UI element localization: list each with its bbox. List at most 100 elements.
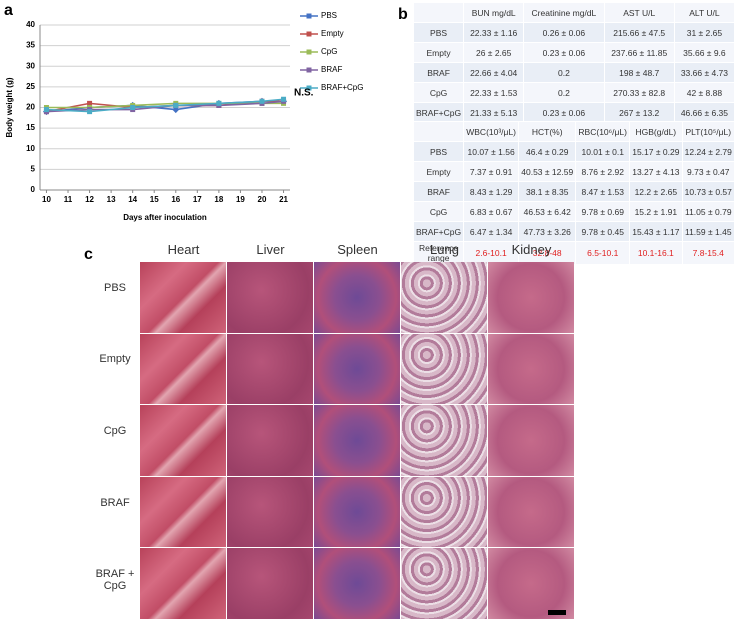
histology-image	[314, 548, 400, 619]
table-cell: BRAF	[412, 62, 465, 83]
histology-image	[401, 405, 487, 476]
marker	[43, 107, 49, 113]
histology-image	[314, 262, 400, 333]
y-tick-label: 35	[26, 41, 35, 50]
legend-label: BRAF	[321, 65, 342, 74]
table-cell: 270.33 ± 82.8	[603, 82, 675, 103]
histology-image	[140, 405, 226, 476]
table-cell: 6.47 ± 1.34	[463, 221, 520, 242]
table: WBC(10³/μL) HCT(%) RBC(10⁶/μL) HGB(g/dL) PLT…	[412, 121, 736, 265]
table-cell: BRAF+CpG	[412, 221, 465, 242]
table-cell: Creatinine mg/dL	[523, 2, 605, 23]
table-cell: 267 ± 13.2	[603, 102, 675, 123]
x-tick-label: 10	[42, 195, 51, 204]
table-cell: PBS	[412, 141, 465, 162]
table-cell: 0.26 ± 0.06	[523, 22, 605, 43]
table-cell: Empty	[412, 161, 465, 182]
table-cell: 0.2	[523, 62, 605, 83]
histology-image	[227, 333, 313, 405]
table-cell: 46.66 ± 6.35	[673, 102, 736, 123]
y-tick-label: 5	[31, 164, 36, 173]
y-tick-label: 0	[31, 185, 36, 194]
legend-label: Empty	[321, 29, 344, 38]
table-cell: 9.78 ± 0.45	[575, 221, 631, 242]
table-cell: 47.73 ± 3.26	[518, 221, 577, 242]
histology-image	[227, 262, 313, 333]
x-axis-label: Days after inoculation	[123, 213, 207, 222]
table-cell: 11.59 ± 1.45	[681, 221, 736, 242]
table-cell: 11.05 ± 0.79	[681, 201, 736, 222]
table-cell: 7.37 ± 0.91	[463, 161, 520, 182]
table-cell: PLT(10⁵/μL)	[681, 121, 736, 142]
table-cell: 26 ± 2.65	[463, 42, 525, 63]
table-cell: 13.27 ± 4.13	[629, 161, 683, 182]
row-label: BRAF + CpG	[95, 568, 135, 593]
panel-label: c	[84, 246, 93, 263]
column-label: Kidney	[511, 242, 552, 257]
row-label: BRAF	[100, 496, 130, 509]
table-cell: HCT(%)	[518, 121, 577, 142]
table-cell: 7.8-15.4	[681, 241, 736, 265]
table-cell: BRAF+CpG	[412, 102, 465, 123]
histology-image	[227, 548, 313, 619]
histology-image	[140, 333, 226, 405]
x-tick-label: 11	[64, 195, 73, 204]
panel-label: a	[4, 2, 13, 19]
histology-image	[227, 476, 313, 548]
histology-image	[140, 476, 226, 548]
y-tick-label: 40	[26, 20, 35, 29]
table-cell: ALT U/L	[673, 2, 736, 23]
table-cell: AST U/L	[603, 2, 675, 23]
table-cell: 8.43 ± 1.29	[463, 181, 520, 202]
table-cell: 35.66 ± 9.6	[673, 42, 736, 63]
table-cell: 46.4 ± 0.29	[518, 141, 577, 162]
table-cell: 42 ± 8.88	[673, 82, 736, 103]
marker	[87, 100, 93, 106]
table-cell: 8.47 ± 1.53	[575, 181, 631, 202]
histology-image	[488, 405, 574, 476]
table-cell: 31 ± 2.65	[673, 22, 736, 43]
row-label: PBS	[103, 281, 126, 294]
table-cell: 9.78 ± 0.69	[575, 201, 631, 222]
x-tick-label: 14	[128, 195, 137, 204]
histology-image	[140, 262, 226, 333]
table-cell: 0.2	[523, 82, 605, 103]
table-cell: 8.76 ± 2.92	[575, 161, 631, 182]
legend-label: CpG	[321, 47, 337, 56]
x-tick-label: 13	[107, 195, 116, 204]
legend-marker	[306, 31, 312, 37]
marker	[87, 109, 93, 115]
table-cell: 10.73 ± 0.57	[681, 181, 736, 202]
column-label: Liver	[256, 242, 285, 257]
table-cell: 6.83 ± 0.67	[463, 201, 520, 222]
histology-image	[140, 548, 226, 619]
table-cell: Empty	[412, 42, 465, 63]
table-cell: HGB(g/dL)	[629, 121, 683, 142]
legend-marker	[306, 67, 312, 73]
column-label: Heart	[167, 242, 200, 257]
table-cell: 6.5-10.1	[575, 241, 631, 265]
x-tick-label: 21	[279, 195, 288, 204]
histology-image	[488, 476, 574, 548]
histology-image	[488, 262, 574, 333]
table-cell	[412, 2, 465, 23]
panel-label: b	[398, 6, 408, 23]
table-cell: Reference range	[412, 241, 465, 265]
table-cell: 22.33 ± 1.53	[463, 82, 525, 103]
x-tick-label: 18	[214, 195, 223, 204]
histology-image	[314, 333, 400, 405]
table-cell: 10.07 ± 1.56	[463, 141, 520, 162]
table-cell: CpG	[412, 201, 465, 222]
y-tick-label: 30	[26, 61, 35, 70]
annotation: N.S.	[294, 88, 314, 99]
legend-label: BRAF+CpG	[321, 83, 363, 92]
table-cell: 38.1 ± 8.35	[518, 181, 577, 202]
marker	[281, 96, 287, 102]
table-cell: 12.24 ± 2.79	[681, 141, 736, 162]
legend-marker	[306, 13, 312, 19]
table-cell: BUN mg/dL	[463, 2, 525, 23]
x-tick-label: 16	[171, 195, 180, 204]
table-cell: 237.66 ± 11.85	[603, 42, 675, 63]
histology-image	[401, 548, 487, 619]
table-cell: 215.66 ± 47.5	[603, 22, 675, 43]
